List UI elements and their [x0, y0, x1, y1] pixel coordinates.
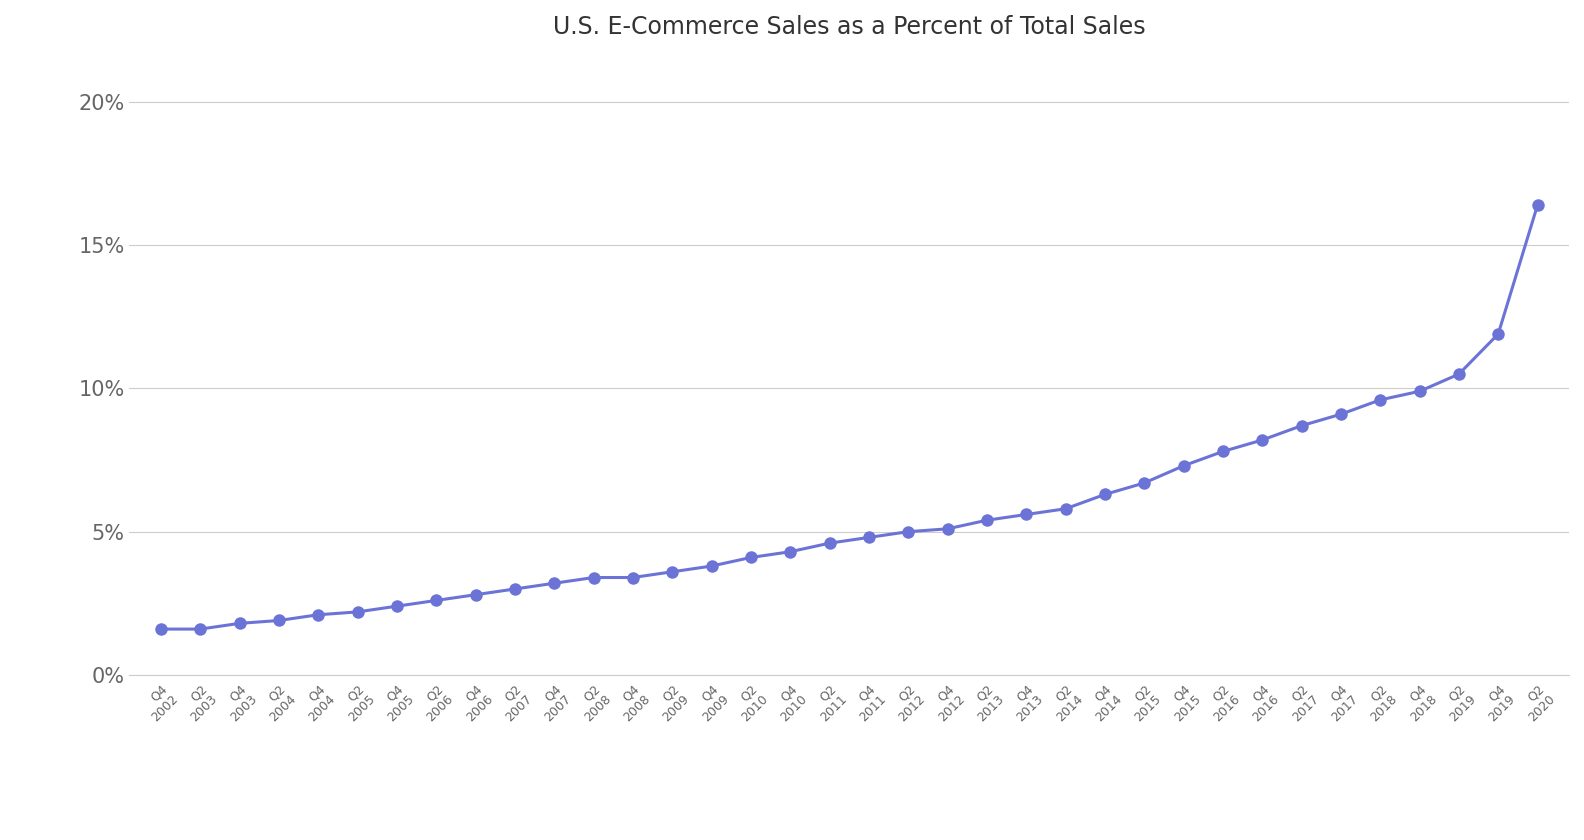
Title: U.S. E-Commerce Sales as a Percent of Total Sales: U.S. E-Commerce Sales as a Percent of To… [553, 15, 1145, 39]
